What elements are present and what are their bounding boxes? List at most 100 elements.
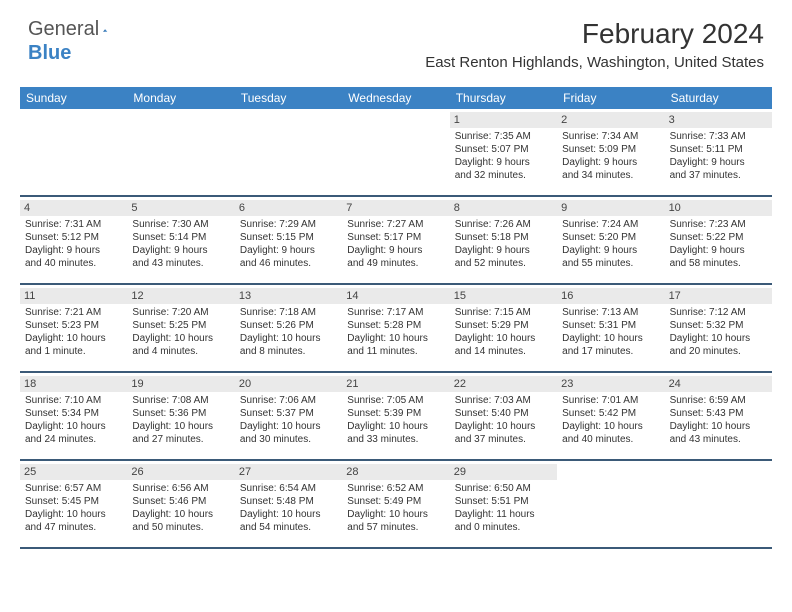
day-number: 10 — [665, 200, 772, 216]
day-day1: Daylight: 9 hours — [670, 156, 767, 169]
week-row: 25Sunrise: 6:57 AMSunset: 5:45 PMDayligh… — [20, 461, 772, 549]
day-day1: Daylight: 10 hours — [132, 508, 229, 521]
day-number: 16 — [557, 288, 664, 304]
day-cell: 4Sunrise: 7:31 AMSunset: 5:12 PMDaylight… — [20, 197, 127, 283]
day-sunrise: Sunrise: 7:03 AM — [455, 394, 552, 407]
day-number: 25 — [20, 464, 127, 480]
day-sunrise: Sunrise: 6:52 AM — [347, 482, 444, 495]
day-day1: Daylight: 10 hours — [562, 420, 659, 433]
day-number: 9 — [557, 200, 664, 216]
day-cell: 12Sunrise: 7:20 AMSunset: 5:25 PMDayligh… — [127, 285, 234, 371]
day-sunset: Sunset: 5:36 PM — [132, 407, 229, 420]
day-sunset: Sunset: 5:17 PM — [347, 231, 444, 244]
week-row: 11Sunrise: 7:21 AMSunset: 5:23 PMDayligh… — [20, 285, 772, 373]
day-number: 13 — [235, 288, 342, 304]
day-day2: and 20 minutes. — [670, 345, 767, 358]
weeks-container: 1Sunrise: 7:35 AMSunset: 5:07 PMDaylight… — [20, 109, 772, 549]
day-sunset: Sunset: 5:40 PM — [455, 407, 552, 420]
calendar: Sunday Monday Tuesday Wednesday Thursday… — [20, 87, 772, 549]
day-day2: and 43 minutes. — [132, 257, 229, 270]
day-cell: 24Sunrise: 6:59 AMSunset: 5:43 PMDayligh… — [665, 373, 772, 459]
day-day1: Daylight: 10 hours — [347, 508, 444, 521]
day-day1: Daylight: 9 hours — [562, 244, 659, 257]
day-day2: and 49 minutes. — [347, 257, 444, 270]
day-day2: and 55 minutes. — [562, 257, 659, 270]
day-sunset: Sunset: 5:11 PM — [670, 143, 767, 156]
day-day1: Daylight: 10 hours — [347, 332, 444, 345]
day-sunset: Sunset: 5:37 PM — [240, 407, 337, 420]
week-row: 18Sunrise: 7:10 AMSunset: 5:34 PMDayligh… — [20, 373, 772, 461]
day-day2: and 37 minutes. — [455, 433, 552, 446]
day-number: 15 — [450, 288, 557, 304]
day-day2: and 52 minutes. — [455, 257, 552, 270]
day-sunrise: Sunrise: 6:56 AM — [132, 482, 229, 495]
day-sunset: Sunset: 5:22 PM — [670, 231, 767, 244]
day-cell: 20Sunrise: 7:06 AMSunset: 5:37 PMDayligh… — [235, 373, 342, 459]
day-sunrise: Sunrise: 7:23 AM — [670, 218, 767, 231]
day-cell — [665, 461, 772, 547]
day-cell: 25Sunrise: 6:57 AMSunset: 5:45 PMDayligh… — [20, 461, 127, 547]
day-sunrise: Sunrise: 7:17 AM — [347, 306, 444, 319]
day-sunrise: Sunrise: 7:20 AM — [132, 306, 229, 319]
day-day1: Daylight: 9 hours — [347, 244, 444, 257]
day-number: 22 — [450, 376, 557, 392]
week-row: 4Sunrise: 7:31 AMSunset: 5:12 PMDaylight… — [20, 197, 772, 285]
day-day2: and 24 minutes. — [25, 433, 122, 446]
day-number: 12 — [127, 288, 234, 304]
day-cell: 5Sunrise: 7:30 AMSunset: 5:14 PMDaylight… — [127, 197, 234, 283]
day-sunset: Sunset: 5:29 PM — [455, 319, 552, 332]
day-number: 19 — [127, 376, 234, 392]
day-sunrise: Sunrise: 7:08 AM — [132, 394, 229, 407]
day-cell: 15Sunrise: 7:15 AMSunset: 5:29 PMDayligh… — [450, 285, 557, 371]
day-day2: and 17 minutes. — [562, 345, 659, 358]
day-sunset: Sunset: 5:23 PM — [25, 319, 122, 332]
day-sunrise: Sunrise: 7:24 AM — [562, 218, 659, 231]
day-sunset: Sunset: 5:34 PM — [25, 407, 122, 420]
day-cell: 26 Sunrise: 6:56 AMSunset: 5:46 PMDayligh… — [127, 461, 234, 547]
day-sunset: Sunset: 5:28 PM — [347, 319, 444, 332]
day-cell: 19Sunrise: 7:08 AMSunset: 5:36 PMDayligh… — [127, 373, 234, 459]
dayhead-wednesday: Wednesday — [342, 87, 449, 109]
day-number: 3 — [665, 112, 772, 128]
week-row: 1Sunrise: 7:35 AMSunset: 5:07 PMDaylight… — [20, 109, 772, 197]
day-sunrise: Sunrise: 7:30 AM — [132, 218, 229, 231]
logo: General — [28, 18, 127, 41]
day-sunset: Sunset: 5:20 PM — [562, 231, 659, 244]
day-day2: and 33 minutes. — [347, 433, 444, 446]
day-day2: and 14 minutes. — [455, 345, 552, 358]
day-cell: 22Sunrise: 7:03 AMSunset: 5:40 PMDayligh… — [450, 373, 557, 459]
month-title: February 2024 — [425, 18, 764, 50]
day-number: 6 — [235, 200, 342, 216]
day-day1: Daylight: 10 hours — [670, 420, 767, 433]
day-sunset: Sunset: 5:14 PM — [132, 231, 229, 244]
day-day1: Daylight: 10 hours — [670, 332, 767, 345]
day-number: 24 — [665, 376, 772, 392]
dayhead-thursday: Thursday — [450, 87, 557, 109]
day-sunset: Sunset: 5:49 PM — [347, 495, 444, 508]
day-cell: 23Sunrise: 7:01 AMSunset: 5:42 PMDayligh… — [557, 373, 664, 459]
day-number: 1 — [450, 112, 557, 128]
day-sunset: Sunset: 5:26 PM — [240, 319, 337, 332]
day-day2: and 8 minutes. — [240, 345, 337, 358]
day-number: 17 — [665, 288, 772, 304]
logo-general: General — [28, 18, 99, 41]
day-sunset: Sunset: 5:51 PM — [455, 495, 552, 508]
day-sunrise: Sunrise: 7:12 AM — [670, 306, 767, 319]
day-day2: and 40 minutes. — [562, 433, 659, 446]
day-number: 4 — [20, 200, 127, 216]
day-number: 26 — [127, 464, 234, 480]
dayhead-tuesday: Tuesday — [235, 87, 342, 109]
day-day2: and 0 minutes. — [455, 521, 552, 534]
day-cell: 14Sunrise: 7:17 AMSunset: 5:28 PMDayligh… — [342, 285, 449, 371]
day-day2: and 46 minutes. — [240, 257, 337, 270]
day-sunset: Sunset: 5:12 PM — [25, 231, 122, 244]
day-sunset: Sunset: 5:46 PM — [132, 495, 229, 508]
day-sunrise: Sunrise: 7:10 AM — [25, 394, 122, 407]
day-cell: 6Sunrise: 7:29 AMSunset: 5:15 PMDaylight… — [235, 197, 342, 283]
day-number: 2 — [557, 112, 664, 128]
day-number: 11 — [20, 288, 127, 304]
day-day1: Daylight: 10 hours — [240, 420, 337, 433]
day-day1: Daylight: 10 hours — [132, 332, 229, 345]
day-number: 8 — [450, 200, 557, 216]
day-day1: Daylight: 9 hours — [240, 244, 337, 257]
